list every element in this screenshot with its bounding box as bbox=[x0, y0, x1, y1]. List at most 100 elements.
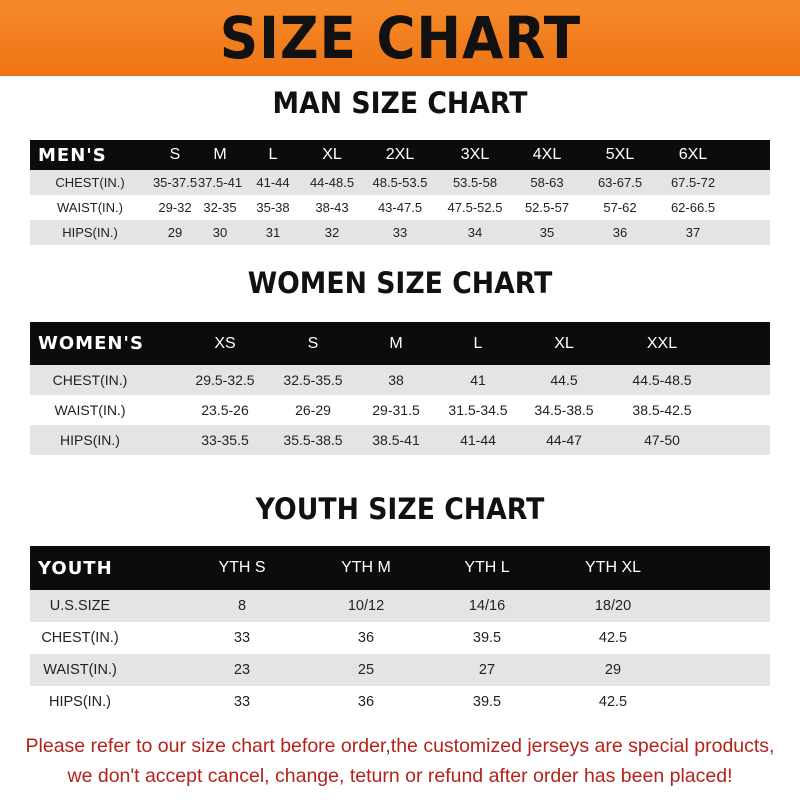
measurement-cell: 41-44 bbox=[460, 432, 496, 448]
measurement-cell: 63-67.5 bbox=[597, 175, 643, 190]
measurement-cell: 47-50 bbox=[644, 432, 680, 448]
size-header-cell: XL bbox=[322, 146, 342, 163]
women-size-table: WOMEN'S XS S M L XL XXL CHEST(IN.) 29.5-32.5 32.5… bbox=[30, 322, 770, 455]
table-row: HIPS(IN.) 33-35.5 35.5-38.5 38.5-41 41-44 44-… bbox=[30, 425, 770, 455]
measurement-cell: 34.5-38.5 bbox=[534, 402, 594, 418]
page-title: SIZE CHART bbox=[219, 4, 581, 72]
measurement-cell: 52.5-57 bbox=[524, 200, 570, 215]
measurement-cell: 23 bbox=[233, 662, 251, 678]
measurement-cell: 10/12 bbox=[347, 598, 385, 614]
size-header-cell: YTH L bbox=[464, 559, 510, 576]
row-label: WAIST(IN.) bbox=[57, 200, 123, 215]
men-size-table: MEN'S S M L XL 2XL 3XL 4XL 5XL 6XL CHEST(IN.) 35-37… bbox=[30, 140, 770, 245]
measurement-cell: 34 bbox=[467, 225, 483, 240]
measurement-cell: 38-43 bbox=[315, 200, 349, 215]
row-label: CHEST(IN.) bbox=[52, 372, 128, 388]
measurement-cell: 29 bbox=[604, 662, 622, 678]
size-header-cell: YTH XL bbox=[584, 559, 642, 576]
size-header-cell: XS bbox=[214, 334, 236, 352]
measurement-cell: 32.5-35.5 bbox=[283, 372, 343, 388]
measurement-cell: 26-29 bbox=[295, 402, 331, 418]
measurement-cell: 23.5-26 bbox=[201, 402, 249, 418]
measurement-cell: 38.5-42.5 bbox=[632, 402, 692, 418]
table-row: U.S.SIZE 8 10/12 14/16 18/20 bbox=[30, 590, 770, 622]
table-row: CHEST(IN.) 29.5-32.5 32.5-35.5 38 41 44.5 44.5… bbox=[30, 365, 770, 395]
measurement-cell: 36 bbox=[612, 225, 628, 240]
measurement-cell: 44.5-48.5 bbox=[632, 372, 692, 388]
measurement-cell: 33 bbox=[233, 694, 251, 710]
measurement-cell: 14/16 bbox=[468, 598, 506, 614]
size-header-cell: 5XL bbox=[605, 146, 635, 163]
measurement-cell: 67.5-72 bbox=[670, 175, 716, 190]
size-header-cell: M bbox=[213, 146, 227, 163]
table-header-row: WOMEN'S XS S M L XL XXL bbox=[30, 322, 770, 365]
measurement-cell: 44-47 bbox=[546, 432, 582, 448]
size-header-cell: M bbox=[389, 334, 403, 352]
measurement-cell: 39.5 bbox=[472, 630, 502, 646]
table-row: HIPS(IN.) 29 30 31 32 33 34 35 36 37 bbox=[30, 220, 770, 245]
measurement-cell: 44-48.5 bbox=[309, 175, 355, 190]
measurement-cell: 25 bbox=[357, 662, 375, 678]
measurement-cell: 37 bbox=[685, 225, 701, 240]
measurement-cell: 47.5-52.5 bbox=[447, 200, 503, 215]
women-section-title: WOMEN SIZE CHART bbox=[247, 266, 553, 300]
table-row: HIPS(IN.) 33 36 39.5 42.5 bbox=[30, 686, 770, 718]
row-label: HIPS(IN.) bbox=[48, 694, 112, 710]
table-title-cell: WOMEN'S bbox=[38, 333, 144, 354]
table-title-cell: YOUTH bbox=[38, 557, 113, 579]
measurement-cell: 58-63 bbox=[530, 175, 564, 190]
size-header-cell: S bbox=[169, 146, 181, 163]
measurement-cell: 41-44 bbox=[256, 175, 290, 190]
measurement-cell: 38 bbox=[388, 372, 404, 388]
youth-section-title: YOUTH SIZE CHART bbox=[255, 492, 545, 526]
measurement-cell: 35.5-38.5 bbox=[283, 432, 343, 448]
measurement-cell: 37.5-41 bbox=[197, 175, 243, 190]
table-row: CHEST(IN.) 35-37.5 37.5-41 41-44 44-48.5 48.5… bbox=[30, 170, 770, 195]
measurement-cell: 42.5 bbox=[598, 694, 628, 710]
size-header-cell: YTH M bbox=[341, 559, 391, 576]
measurement-cell: 36 bbox=[357, 630, 375, 646]
row-label: WAIST(IN.) bbox=[54, 402, 126, 418]
size-header-cell: S bbox=[307, 334, 319, 352]
table-row: WAIST(IN.) 29-32 32-35 35-38 38-43 43-47.5 47.… bbox=[30, 195, 770, 220]
measurement-cell: 36 bbox=[357, 694, 375, 710]
measurement-cell: 29 bbox=[167, 225, 183, 240]
size-header-cell: 3XL bbox=[460, 146, 490, 163]
measurement-cell: 39.5 bbox=[472, 694, 502, 710]
measurement-cell: 42.5 bbox=[598, 630, 628, 646]
size-header-cell: XL bbox=[554, 334, 574, 352]
size-header-cell: 2XL bbox=[385, 146, 415, 163]
measurement-cell: 57-62 bbox=[603, 200, 637, 215]
table-row: WAIST(IN.) 23 25 27 29 bbox=[30, 654, 770, 686]
row-label: CHEST(IN.) bbox=[41, 630, 119, 646]
measurement-cell: 43-47.5 bbox=[377, 200, 423, 215]
measurement-cell: 27 bbox=[478, 662, 496, 678]
measurement-cell: 33-35.5 bbox=[201, 432, 249, 448]
row-label: U.S.SIZE bbox=[49, 598, 111, 614]
measurement-cell: 33 bbox=[392, 225, 408, 240]
row-label: HIPS(IN.) bbox=[62, 225, 118, 240]
row-label: WAIST(IN.) bbox=[43, 662, 117, 678]
title-banner: SIZE CHART bbox=[0, 0, 800, 76]
measurement-cell: 35-38 bbox=[256, 200, 290, 215]
measurement-cell: 62-66.5 bbox=[670, 200, 716, 215]
notice-line-1: Please refer to our size chart before or… bbox=[25, 735, 775, 757]
men-section-title: MAN SIZE CHART bbox=[272, 86, 528, 120]
measurement-cell: 29-32 bbox=[158, 200, 192, 215]
table-title-cell: MEN'S bbox=[38, 144, 107, 166]
measurement-cell: 48.5-53.5 bbox=[372, 175, 428, 190]
size-header-cell: XXL bbox=[646, 334, 678, 352]
notice-line-2: we don't accept cancel, change, teturn o… bbox=[67, 765, 733, 787]
measurement-cell: 32-35 bbox=[203, 200, 237, 215]
row-label: HIPS(IN.) bbox=[60, 432, 120, 448]
measurement-cell: 31.5-34.5 bbox=[448, 402, 508, 418]
table-header-row: MEN'S S M L XL 2XL 3XL 4XL 5XL 6XL bbox=[30, 140, 770, 170]
size-header-cell: 4XL bbox=[532, 146, 562, 163]
measurement-cell: 41 bbox=[470, 372, 486, 388]
measurement-cell: 30 bbox=[212, 225, 228, 240]
row-label: CHEST(IN.) bbox=[55, 175, 125, 190]
measurement-cell: 44.5 bbox=[550, 372, 578, 388]
table-header-row: YOUTH YTH S YTH M YTH L YTH XL bbox=[30, 546, 770, 590]
measurement-cell: 29.5-32.5 bbox=[195, 372, 255, 388]
measurement-cell: 35 bbox=[539, 225, 555, 240]
